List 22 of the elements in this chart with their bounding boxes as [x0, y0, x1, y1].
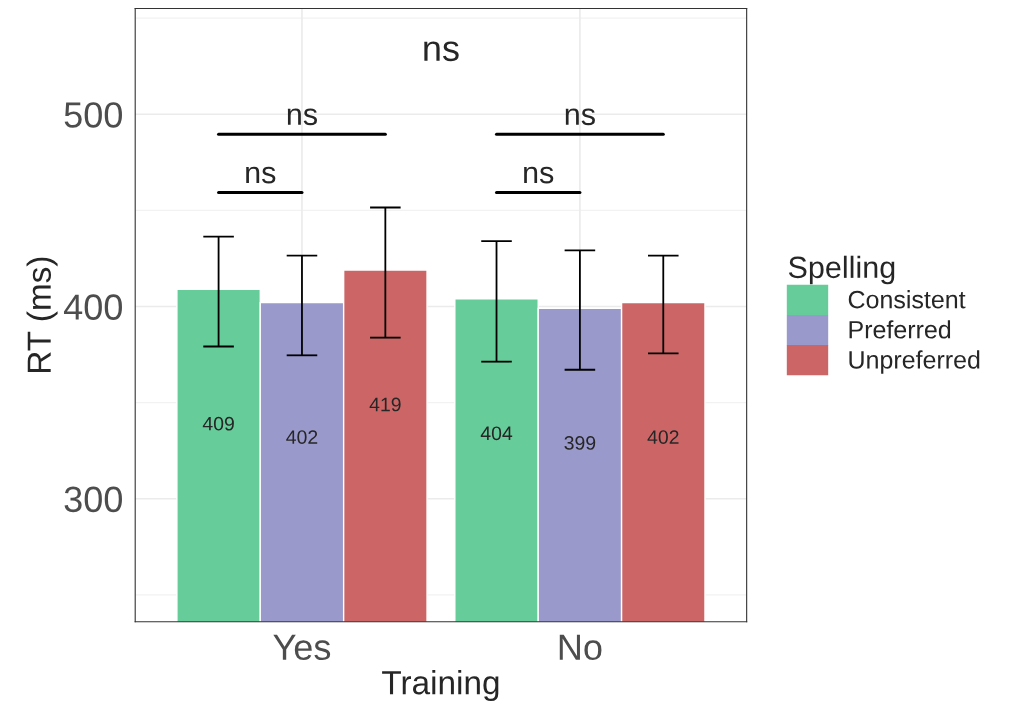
data-label: 409 [202, 416, 234, 431]
annotation: ns [424, 41, 459, 62]
legend-label: Unpreferred [849, 350, 980, 374]
x-tick-label: No [559, 634, 602, 661]
annotation: ns [287, 108, 317, 126]
data-label: 399 [564, 435, 596, 450]
annotation: ns [565, 108, 595, 126]
legend-label: Consistent [848, 290, 966, 309]
annotation: ns [524, 166, 554, 184]
annotation: ns [246, 166, 276, 184]
data-label: 419 [369, 397, 401, 412]
y-axis-title: RT (ms) [26, 257, 58, 372]
data-label: 404 [480, 426, 513, 441]
data-label: 402 [286, 430, 318, 444]
legend-title: Spelling [788, 255, 895, 285]
legend-label: Preferred [849, 320, 951, 339]
x-axis-title: Training [382, 669, 499, 702]
y-tick-label: 500 [64, 102, 122, 128]
y-tick-label: 400 [63, 294, 122, 320]
data-label: 402 [647, 430, 679, 444]
y-tick-label: 300 [64, 486, 122, 513]
x-tick-label: Yes [273, 634, 331, 661]
